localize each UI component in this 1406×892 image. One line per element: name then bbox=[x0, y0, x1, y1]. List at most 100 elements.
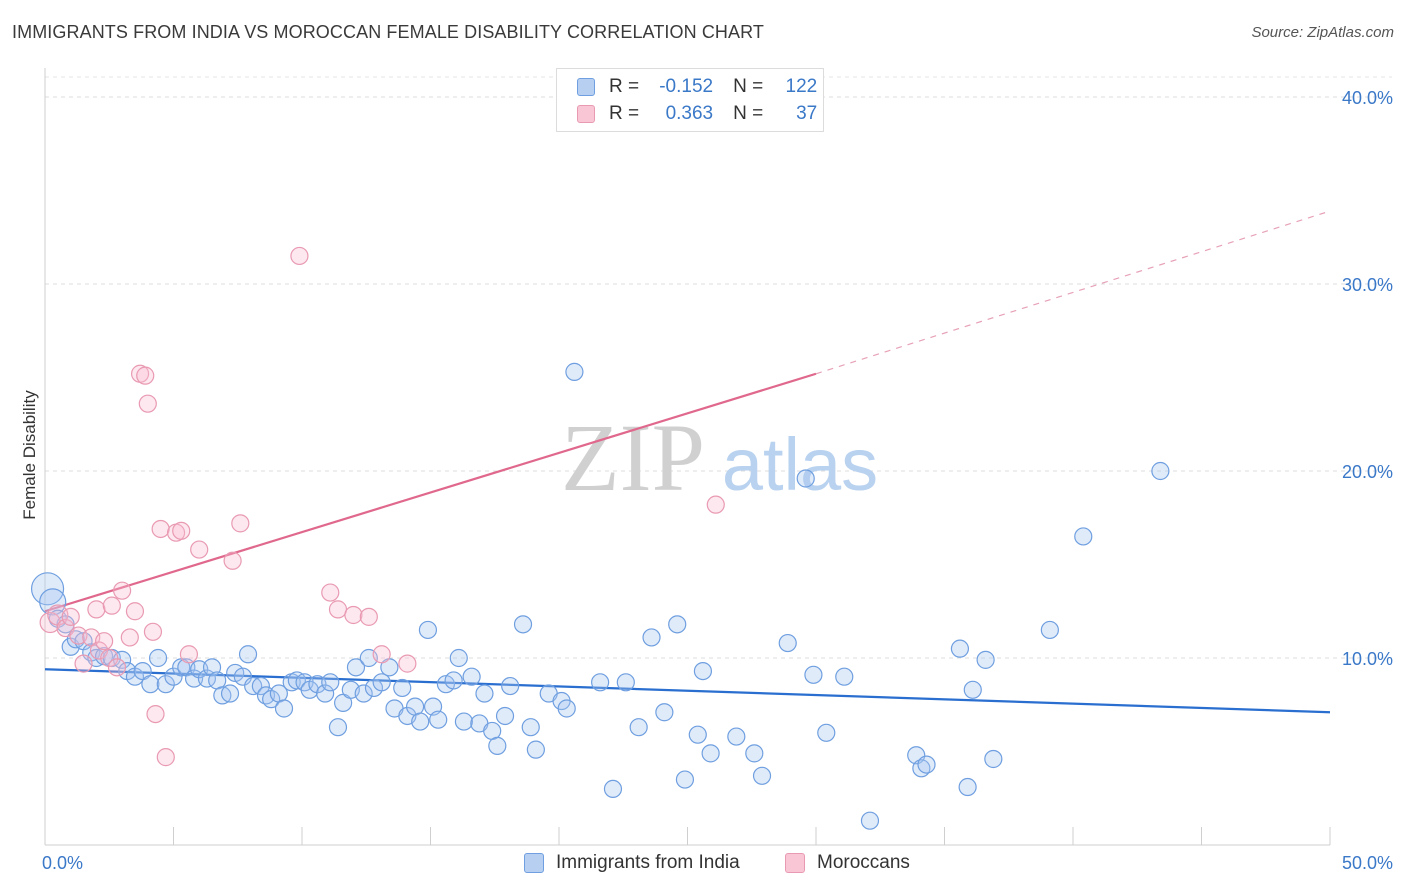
data-point-india bbox=[958, 777, 977, 797]
data-point-india bbox=[616, 673, 635, 692]
data-point-india bbox=[860, 811, 880, 830]
legend-n-value-india: 122 bbox=[785, 76, 818, 97]
data-point-moroccans bbox=[143, 622, 163, 641]
legend-row-moroccans: R = 0.363 N = 37 bbox=[577, 102, 817, 126]
data-point-moroccans bbox=[146, 704, 165, 724]
data-point-moroccans bbox=[190, 540, 209, 559]
data-point-india bbox=[462, 667, 481, 686]
data-point-india bbox=[141, 675, 160, 694]
data-point-moroccans bbox=[321, 583, 340, 602]
legend-r-label: R = bbox=[609, 103, 640, 124]
data-point-moroccans bbox=[290, 246, 309, 266]
axes bbox=[44, 68, 1331, 846]
data-point-moroccans bbox=[120, 628, 139, 647]
data-point-india bbox=[1074, 527, 1093, 546]
data-point-india bbox=[1040, 620, 1059, 640]
data-point-india bbox=[668, 615, 687, 634]
data-point-moroccans bbox=[179, 645, 199, 664]
data-point-india bbox=[184, 669, 204, 688]
trend-line-moroccans bbox=[44, 372, 817, 613]
data-point-india bbox=[220, 684, 240, 703]
data-point-india bbox=[244, 676, 263, 696]
data-point-india bbox=[495, 706, 515, 726]
data-point-india bbox=[156, 675, 175, 694]
data-point-moroccans bbox=[706, 495, 725, 514]
data-point-moroccans bbox=[61, 607, 80, 626]
data-point-moroccans bbox=[344, 605, 363, 625]
data-point-india bbox=[251, 676, 270, 696]
data-point-india bbox=[321, 673, 340, 692]
chart-title: IMMIGRANTS FROM INDIA VS MOROCCAN FEMALE… bbox=[12, 22, 764, 42]
data-point-india bbox=[591, 673, 610, 692]
data-point-moroccans bbox=[223, 551, 242, 570]
data-point-moroccans bbox=[398, 654, 417, 673]
data-point-moroccans bbox=[39, 611, 61, 634]
data-point-india bbox=[603, 779, 623, 799]
data-point-india bbox=[835, 667, 854, 686]
data-point-india bbox=[675, 770, 695, 789]
data-point-india bbox=[411, 712, 430, 731]
data-point-moroccans bbox=[87, 600, 106, 619]
data-point-india bbox=[745, 744, 764, 763]
data-point-india bbox=[917, 755, 936, 774]
data-point-india bbox=[817, 723, 836, 742]
data-point-india bbox=[963, 680, 982, 699]
legend-label-moroccans: Moroccans bbox=[817, 852, 910, 873]
data-point-india bbox=[501, 676, 520, 696]
legend-swatch-india bbox=[524, 853, 544, 873]
gridlines bbox=[45, 76, 1392, 659]
data-point-india bbox=[655, 703, 674, 722]
legend-item-india[interactable]: Immigrants from India bbox=[524, 852, 740, 874]
data-point-india bbox=[688, 725, 707, 744]
data-point-india bbox=[701, 744, 720, 763]
data-point-india bbox=[454, 712, 474, 731]
data-point-india bbox=[950, 639, 970, 658]
data-point-moroccans bbox=[328, 600, 348, 619]
legend-swatch-india bbox=[577, 78, 595, 96]
data-point-moroccans bbox=[100, 648, 119, 668]
data-point-india bbox=[629, 718, 648, 737]
data-point-india bbox=[393, 678, 412, 698]
series-india-points bbox=[30, 362, 1170, 830]
data-point-india bbox=[238, 645, 258, 664]
data-point-india bbox=[804, 665, 823, 684]
source-label: Source: ZipAtlas.com bbox=[1251, 24, 1394, 41]
data-point-moroccans bbox=[172, 521, 191, 540]
data-point-india bbox=[796, 469, 815, 488]
data-point-india bbox=[475, 684, 494, 703]
trend-line-india bbox=[44, 668, 1331, 714]
data-point-india bbox=[418, 620, 438, 640]
legend-swatch-moroccans bbox=[785, 853, 805, 873]
data-point-india bbox=[39, 588, 67, 616]
legend-r-value-india: -0.152 bbox=[659, 76, 714, 97]
data-point-moroccans bbox=[372, 645, 391, 664]
data-point-moroccans bbox=[89, 641, 109, 660]
data-point-india bbox=[316, 684, 335, 703]
data-point-india bbox=[164, 667, 183, 686]
y-tick-label: 30.0% bbox=[1342, 275, 1393, 295]
stats-legend: R = -0.152 N = 122 R = 0.363 N = 37 bbox=[556, 68, 824, 132]
data-point-india bbox=[513, 615, 533, 634]
legend-n-value-moroccans: 37 bbox=[796, 103, 818, 124]
legend-n-label: N = bbox=[733, 103, 764, 124]
y-tick-label: 20.0% bbox=[1342, 462, 1393, 482]
data-point-moroccans bbox=[151, 519, 170, 539]
data-point-moroccans bbox=[74, 654, 93, 673]
trend-lines bbox=[44, 210, 1331, 714]
data-point-moroccans bbox=[156, 748, 175, 767]
data-point-moroccans bbox=[95, 632, 114, 651]
legend-r-value-moroccans: 0.363 bbox=[665, 103, 714, 124]
watermark-zip: ZIP bbox=[561, 404, 705, 511]
legend-swatch-moroccans bbox=[577, 105, 595, 123]
legend-r-label: R = bbox=[609, 76, 640, 97]
tick-labels: 10.0% 20.0% 30.0% 40.0% 0.0% 50.0% bbox=[42, 88, 1393, 873]
legend-n-label: N = bbox=[733, 76, 764, 97]
x-tick-label: 50.0% bbox=[1342, 853, 1393, 873]
legend-item-moroccans[interactable]: Moroccans bbox=[785, 852, 910, 874]
watermark-atlas: atlas bbox=[722, 423, 878, 506]
data-point-india bbox=[984, 749, 1003, 769]
data-point-india bbox=[778, 633, 797, 653]
data-point-india bbox=[727, 727, 746, 746]
data-point-india bbox=[752, 766, 772, 785]
